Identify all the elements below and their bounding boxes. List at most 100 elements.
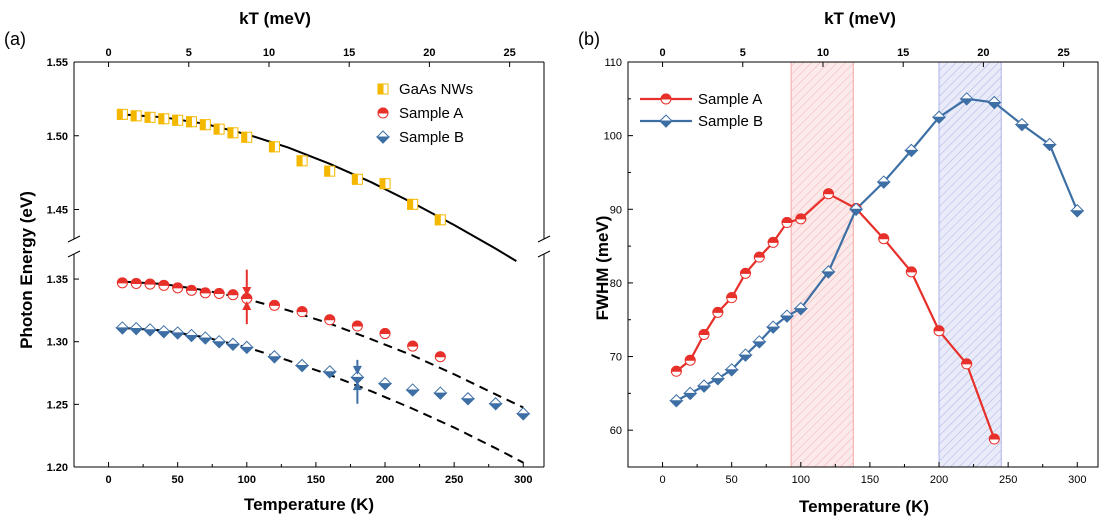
panel-a-point-sample-b [460,392,476,406]
panel-b-point-sample-a-fill [767,236,779,243]
panel-b-point-sample-b [752,335,767,349]
panel-a-point-sample-b-fill [267,356,282,364]
panel-a-legend-marker-fill [377,83,384,95]
panel-b-point-sample-b-fill [724,369,739,377]
panel-a-point-gaas-nws-fill [144,111,151,123]
panel-b-label: (b) [578,29,600,49]
panel-b-point-sample-a [739,267,752,279]
panel-a-point-gaas-nws [434,214,446,226]
panel-a-point-sample-a [268,299,280,311]
panel-a-point-gaas-nws-fill [199,119,206,131]
panel-b-x-tick-label: 250 [999,474,1017,486]
panel-b-top-tick-label: 10 [817,47,829,59]
panel-a-legend-marker [377,107,389,119]
panel-b-point-sample-a-fill [753,251,765,258]
panel-a-x-tick-label: 50 [172,474,184,486]
panel-a-point-sample-b-fill [211,341,227,349]
panel-b-point-sample-b-fill [959,98,974,106]
panel-b-point-sample-a-fill [878,233,890,240]
panel-a-point-sample-a [296,306,308,318]
panel-b-point-sample-a-fill [933,325,945,332]
panel-a-point-sample-a [379,328,391,340]
panel-b-y-axis-title: FWHM (meV) [593,216,612,321]
panel-a-point-sample-b [488,397,503,411]
panel-a-point-sample-b [516,407,531,421]
panel-a-point-sample-b [239,340,255,355]
panel-a-point-gaas-nws-fill [434,214,441,226]
panel-a-point-sample-a-fill [130,278,142,284]
panel-a-point-gaas-nws [144,111,156,123]
panel-b-point-sample-a [988,433,1000,445]
panel-a-x-tick-label: 150 [307,474,325,486]
panel-b-legend-marker [660,93,672,105]
panel-a-top-tick-label: 10 [263,47,275,59]
panel-b-y-tick-label: 80 [610,278,622,290]
panel-a-point-sample-b [377,376,393,391]
panel-a-y-tick-label-lower: 1.25 [47,399,68,411]
panel-a-point-gaas-nws-fill [213,123,220,135]
panel-a-arrow-2-head [352,365,362,375]
panel-a-point-sample-a-fill [268,299,280,306]
panel-a-point-gaas-nws [268,141,280,153]
panel-b-legend-marker-fill [658,120,674,128]
panel-a-point-gaas-nws [158,113,170,125]
panel-a-point-sample-b [142,323,158,337]
panel-a-arrow-1 [242,300,252,325]
panel-b-point-sample-b [682,386,698,401]
panel-a-point-gaas-nws-fill [379,178,386,190]
panel-b-point-sample-a [961,358,973,370]
panel-a-point-sample-b [405,383,420,397]
panel-b-point-sample-b [710,371,726,386]
panel-a-point-sample-b-fill [184,334,199,343]
panel-a-point-gaas-nws [172,114,184,126]
panel-b-point-sample-b-fill [779,315,795,323]
panel-a-point-gaas-nws [227,127,239,139]
panel-a-y-tick-label-upper: 1.55 [47,57,68,69]
panel-a-plot-area: 0 50 100 150 200 250 300 0 5 10 15 20 25 1.45 1.50 1.55… [47,47,551,486]
panel-a-point-sample-b [115,321,130,335]
panel-b-top-axis-title: kT (meV) [824,9,896,28]
panel-a-point-gaas-nws-fill [172,114,179,126]
panel-a-point-sample-b-fill [433,392,448,400]
panel-b-point-sample-b-fill [876,181,891,189]
panel-a-legend-label: Sample B [399,129,464,146]
panel-a-y-tick-label-lower: 1.35 [47,274,68,286]
panel-a-point-sample-b [294,358,310,373]
panel-b-shaded-region-hatch-1 [938,61,1002,468]
panel-a-arrow-2 [352,359,362,375]
panel-b-point-sample-a-fill [739,267,752,274]
panel-a-point-sample-a-fill [379,328,391,335]
panel-b-point-sample-b-fill [710,378,726,386]
panel-b-x-axis-title: Temperature (K) [799,497,929,516]
panel-a-point-sample-b-fill [516,413,531,421]
panel-a-point-gaas-nws-fill [407,198,414,210]
panel-a-point-sample-a [324,314,336,326]
panel-b-plot-area: 0 50 100 150 200 250 300 0 5 10 15 20 25 60 70 80 90 100 1… [604,47,1099,486]
panel-b-y-tick-label: 90 [610,204,622,216]
panel-a-point-sample-a [116,277,128,289]
panel-a-top-tick-label: 0 [105,47,111,59]
panel-b-point-sample-a [698,328,710,340]
panel-a-axis-break-mark-0-upper [67,235,81,243]
panel-a-arrow-3-head [352,381,362,391]
panel-a-x-axis-title: Temperature (K) [244,495,374,514]
panel-a-point-sample-b-fill [128,328,144,336]
panel-a-point-gaas-nws-fill [296,155,303,167]
panel-a-legend-marker [375,130,391,144]
panel-a-point-sample-b-fill [322,371,337,379]
panel-a-point-sample-b [211,334,227,349]
panel-b-point-sample-b [931,110,947,124]
panel-b-point-sample-a-fill [712,306,724,313]
panel-a-point-sample-a [158,279,170,291]
panel-a-top-tick-label: 5 [186,47,192,59]
panel-a-point-gaas-nws-fill [158,113,165,125]
panel-a-point-sample-a-fill [144,278,156,285]
panel-b-series-line-sample-b [675,97,1079,402]
panel-a-point-gaas-nws [241,131,253,143]
panel-a-legend: GaAs NWs Sample A Sample B [375,81,473,146]
panel-b-point-sample-b-fill [1070,210,1085,218]
panel-b-point-sample-a-fill [726,292,738,299]
panel-a-point-sample-a [434,351,446,363]
panel-b-x-tick-label: 100 [792,474,810,486]
